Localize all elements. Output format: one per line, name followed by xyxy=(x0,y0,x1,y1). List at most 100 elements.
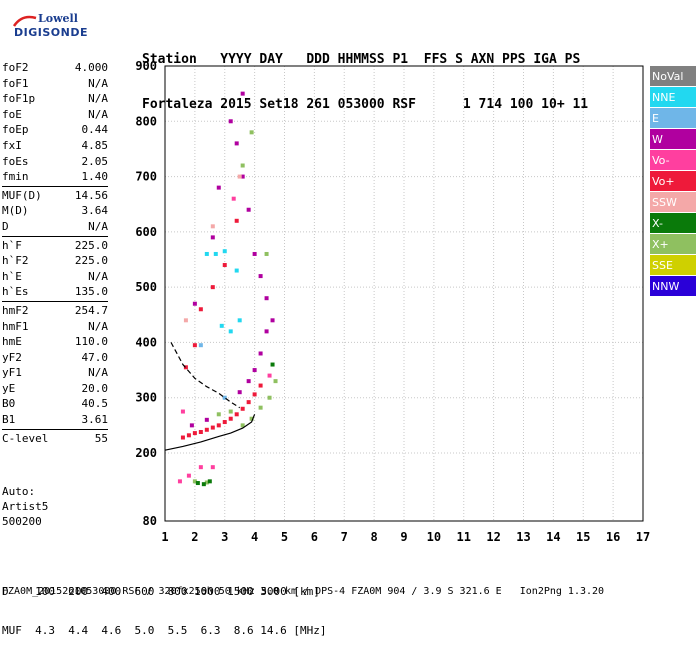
param-row-ye: yE 20.0 xyxy=(2,381,108,397)
param-row-fof2: foF2 4.000 xyxy=(2,60,108,76)
echo-point xyxy=(210,235,215,240)
echo-point xyxy=(258,351,263,356)
param-row-hme: hmE 110.0 xyxy=(2,334,108,350)
x-tick-label: 1 xyxy=(161,530,168,544)
param-row-he: h`E N/A xyxy=(2,269,108,285)
param-value: 2.05 xyxy=(81,154,109,168)
param-key: fmin xyxy=(2,170,29,184)
param-key: h`Es xyxy=(2,285,29,299)
y-tick-labels: 80 200 300 400 500 600 700 800 900 xyxy=(135,59,157,528)
param-key: yE xyxy=(2,381,16,395)
echo-point xyxy=(249,416,254,421)
param-key: h`F xyxy=(2,238,22,252)
param-row-fmin: fmin 1.40 xyxy=(2,169,108,185)
param-value: 110.0 xyxy=(74,335,108,349)
auto-algorithm: Artist5 xyxy=(2,500,49,513)
echo-point xyxy=(258,405,263,410)
chart-grid xyxy=(165,66,643,521)
x-tick-label: 7 xyxy=(341,530,348,544)
x-tick-labels: 1 2 3 4 5 6 7 8 9 10 11 12 13 14 15 16 17 xyxy=(161,530,650,544)
echo-point xyxy=(240,91,245,96)
param-row-mufd: MUF(D) 14.56 xyxy=(2,188,108,204)
param-value: 254.7 xyxy=(74,303,108,317)
param-key: hmE xyxy=(2,335,22,349)
echo-point xyxy=(183,365,188,370)
echo-point xyxy=(246,207,251,212)
echo-point xyxy=(246,379,251,384)
x-tick-label: 2 xyxy=(191,530,198,544)
echo-point xyxy=(198,343,203,348)
param-value: N/A xyxy=(88,76,108,90)
y-tick-label: 700 xyxy=(135,170,157,184)
echo-point xyxy=(210,224,215,229)
echo-point xyxy=(270,362,275,367)
param-key: yF2 xyxy=(2,350,22,364)
series-nne xyxy=(204,249,242,334)
echo-point xyxy=(270,318,275,323)
echo-point xyxy=(222,263,227,268)
echo-point xyxy=(207,479,212,484)
plot-frame xyxy=(164,65,644,522)
param-value: 40.5 xyxy=(81,397,109,411)
param-key: M(D) xyxy=(2,204,29,218)
legend-item-nnw: NNW xyxy=(650,276,696,297)
param-row-yf1: yF1 N/A xyxy=(2,365,108,381)
echo-point xyxy=(228,119,233,124)
echo-point xyxy=(252,251,257,256)
param-key: D xyxy=(2,219,9,233)
param-value: 3.64 xyxy=(81,204,109,218)
param-key: foEs xyxy=(2,154,29,168)
echo-point xyxy=(216,423,221,428)
echo-point xyxy=(189,423,194,428)
profile-curves xyxy=(164,342,256,451)
legend-item-noval: NoVal xyxy=(650,66,696,87)
param-row-hes: h`Es 135.0 xyxy=(2,284,108,300)
echo-point xyxy=(213,251,218,256)
echo-point xyxy=(240,423,245,428)
autoscaling-info: Auto: Artist5 500200 xyxy=(2,484,48,529)
echo-point xyxy=(237,174,242,179)
echo-point xyxy=(252,392,257,397)
polarization-legend: NoVal NNE E W Vo- Vo+ SSW X- X+ SSE NNW xyxy=(650,66,696,297)
y-tick-label: 80 xyxy=(143,514,157,528)
y-tick-label: 300 xyxy=(135,391,157,405)
param-key: h`F2 xyxy=(2,254,29,268)
param-row-foes: foEs 2.05 xyxy=(2,154,108,170)
param-value: N/A xyxy=(88,269,108,283)
echo-point xyxy=(228,409,233,414)
param-value: N/A xyxy=(88,107,108,121)
param-row-md: M(D) 3.64 xyxy=(2,203,108,219)
station-header: Station YYYY DAY DDD HHMMSS P1 FFS S AXN… xyxy=(142,22,588,127)
auto-label: Auto: xyxy=(2,485,36,498)
echo-point xyxy=(210,285,215,290)
echo-point xyxy=(258,383,263,388)
echo-point xyxy=(234,218,239,223)
param-value: 47.0 xyxy=(81,350,109,364)
echo-point xyxy=(240,174,245,179)
echo-point xyxy=(228,329,233,334)
muf-table: D 100 200 400 600 800 1000 1500 3000 [km… xyxy=(2,559,327,650)
x-tick-label: 9 xyxy=(400,530,407,544)
param-separator xyxy=(2,300,108,302)
x-tick-label: 15 xyxy=(576,530,590,544)
param-key: B0 xyxy=(2,397,16,411)
param-key: h`E xyxy=(2,269,22,283)
param-row-b0: B0 40.5 xyxy=(2,396,108,412)
param-value: 225.0 xyxy=(74,254,108,268)
y-tick-label: 600 xyxy=(135,225,157,239)
echo-point xyxy=(273,379,278,384)
echo-point xyxy=(264,296,269,301)
param-value: 4.000 xyxy=(74,61,108,74)
x-tick-label: 4 xyxy=(251,530,258,544)
param-row-foep: foEp 0.44 xyxy=(2,122,108,138)
echo-point xyxy=(204,480,209,485)
echo-point xyxy=(240,406,245,411)
legend-item-vo: Vo+ xyxy=(650,171,696,192)
echo-point xyxy=(180,435,185,440)
x-tick-label: 8 xyxy=(371,530,378,544)
param-value: 225.0 xyxy=(74,238,108,252)
scaled-parameters-panel: foF2 4.000 foF1 N/A foF1p N/A foE N/A foEp 0.44 fx… xyxy=(2,60,108,446)
legend-item-e: E xyxy=(650,108,696,129)
param-key: foEp xyxy=(2,123,29,137)
echo-point xyxy=(231,196,236,201)
